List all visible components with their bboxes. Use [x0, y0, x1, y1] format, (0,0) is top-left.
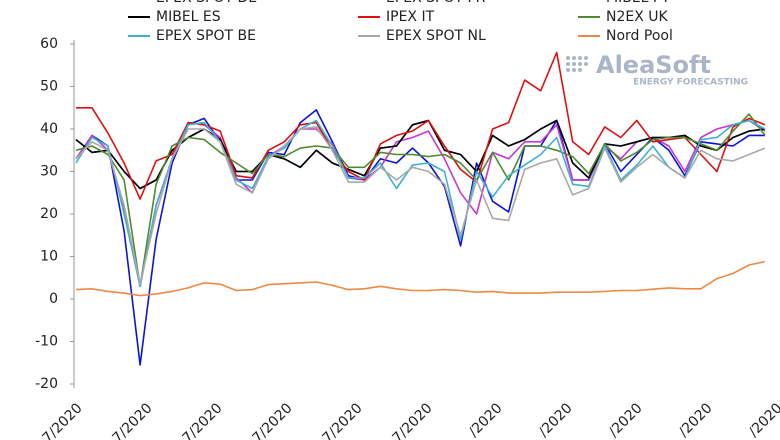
y-tick-label: 10 — [40, 249, 58, 265]
legend-label: Nord Pool — [606, 28, 673, 44]
y-tick-label: 40 — [40, 121, 58, 137]
x-tick-label: /2020 — [676, 400, 716, 440]
series-line — [76, 51, 766, 200]
x-tick-label: /2020 — [746, 400, 780, 440]
watermark-subtitle: ENERGY FORECASTING — [633, 78, 748, 88]
x-tick-label: 7/2020 — [320, 400, 366, 440]
series-line — [75, 109, 765, 366]
x-tick-label: 7/2020 — [180, 400, 226, 440]
legend-label: EPEX SPOT NL — [386, 28, 486, 44]
x-tick-label: 7/2020 — [390, 400, 436, 440]
legend-label: EPEX SPOT BE — [156, 28, 256, 44]
legend-label: EPEX SPOT FR — [386, 0, 486, 6]
y-tick-label: 20 — [40, 206, 58, 222]
x-tick-label: 7/2020 — [110, 400, 156, 440]
x-tick-label: /2020 — [606, 400, 646, 440]
y-tick-label: -10 — [35, 334, 58, 350]
series-line — [75, 113, 766, 288]
watermark-title: AleaSoft — [596, 51, 711, 79]
x-tick-label: /2020 — [466, 400, 506, 440]
x-tick-label: 7/2020 — [250, 400, 296, 440]
legend-label: MIBEL ES — [156, 9, 221, 25]
y-tick-label: 50 — [40, 79, 58, 95]
y-tick-label: 0 — [49, 291, 58, 307]
y-tick-label: 60 — [40, 36, 58, 52]
legend-label: MIBEL PT — [606, 0, 670, 6]
y-tick-label: -20 — [35, 376, 58, 392]
series-line — [75, 119, 766, 288]
series-line — [75, 260, 766, 297]
series-line — [75, 126, 766, 285]
y-tick-label: 30 — [40, 164, 58, 180]
watermark-logo — [566, 56, 588, 72]
legend-label: EPEX SPOT DE — [156, 0, 257, 6]
legend-label: N2EX UK — [606, 9, 669, 25]
legend-label: IPEX IT — [386, 9, 435, 25]
x-tick-label: 7/2020 — [40, 400, 86, 440]
x-tick-label: /2020 — [536, 400, 576, 440]
